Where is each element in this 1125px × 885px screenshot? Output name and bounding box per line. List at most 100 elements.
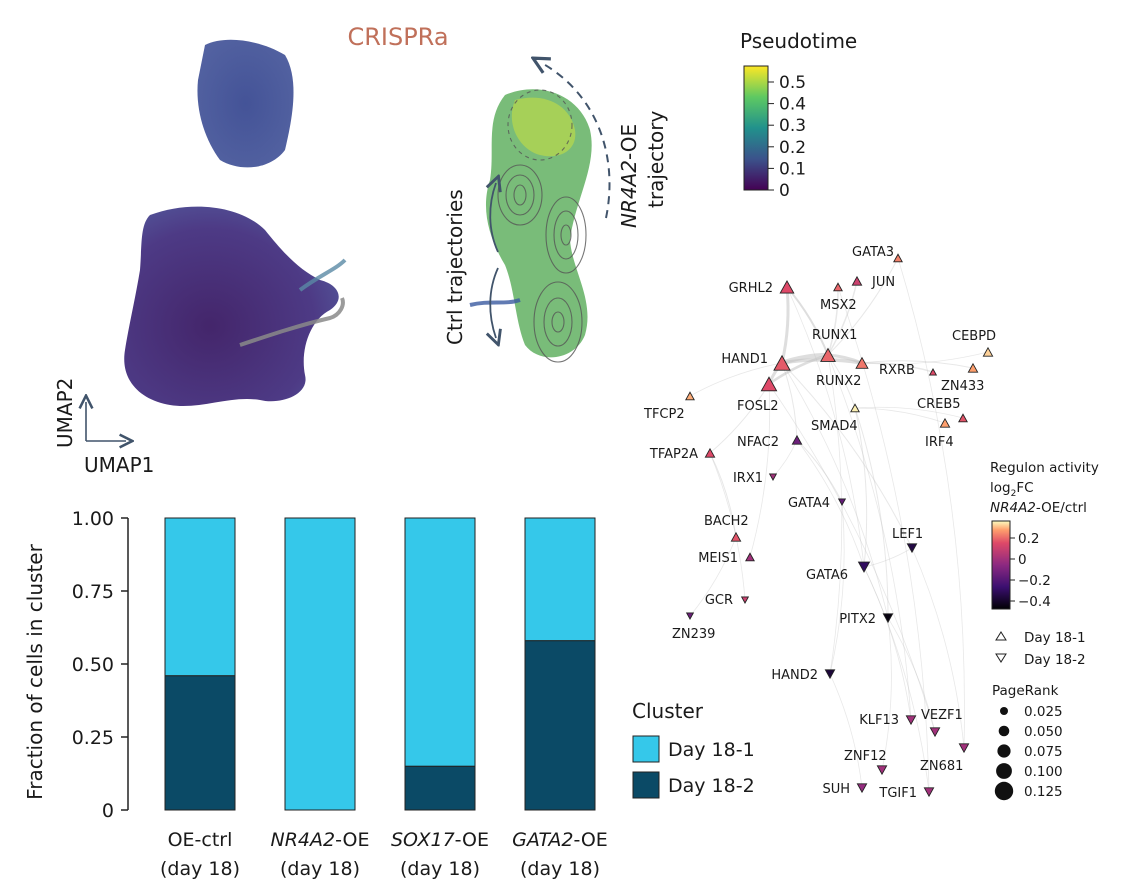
node-label-suh: SUH	[822, 782, 850, 797]
network-edge	[827, 354, 843, 675]
bar-y-tick-label: 0.50	[72, 654, 114, 676]
node-irx1	[768, 473, 778, 481]
node-label-hand2: HAND2	[771, 668, 818, 683]
node-zn433	[967, 362, 979, 373]
shape-label-day18-2: Day 18-2	[1024, 652, 1086, 668]
shape-down-icon	[995, 653, 1007, 663]
regulon-tick-label: −0.4	[1018, 594, 1051, 610]
network-edge	[749, 383, 771, 558]
network-edge	[881, 617, 892, 771]
node-label-zn239: ZN239	[672, 627, 715, 642]
network-edge	[861, 360, 974, 369]
trajectory-panel: Ctrl trajectories NR4A2-OE trajectory	[443, 62, 668, 363]
node-hand2	[824, 669, 836, 680]
node-zn681	[958, 743, 970, 754]
node-label-smad4: SMAD4	[811, 419, 858, 434]
trajectory-cells-bright	[511, 97, 576, 157]
network-edge	[827, 354, 912, 721]
node-tfcp2	[685, 391, 695, 401]
pseudotime-tick-label: 0.4	[779, 95, 806, 115]
pseudotime-title: Pseudotime	[740, 29, 857, 53]
umap-panel: CRISPRa UMAP1 UMAP2	[53, 23, 449, 477]
bar-day-18-1	[524, 517, 596, 642]
ctrl-arrow-down	[490, 267, 498, 338]
cluster-legend-title: Cluster	[632, 699, 704, 723]
node-label-meis1: MEIS1	[698, 551, 738, 566]
bar-x-label: GATA2-OE	[512, 829, 608, 851]
node-runx2	[855, 356, 869, 369]
oe-trajectory-label-2: trajectory	[644, 111, 668, 208]
node-label-gata6: GATA6	[806, 568, 848, 583]
bar-day-18-1	[284, 517, 356, 811]
node-hand1	[773, 354, 791, 371]
node-label-creb5: CREB5	[917, 397, 961, 412]
node-grhl2	[779, 279, 795, 294]
node-fosl2	[760, 376, 778, 392]
pseudotime-legend: Pseudotime 0.50.40.30.20.10	[740, 29, 857, 201]
pseudotime-ticks: 0.50.40.30.20.10	[768, 73, 806, 201]
network-edge	[863, 566, 930, 793]
bar-day-18-2	[404, 765, 476, 811]
network-edge	[863, 547, 913, 568]
pagerank-label: 0.100	[1024, 764, 1063, 780]
bars	[164, 517, 596, 811]
node-label-tgif1: TGIF1	[878, 786, 917, 801]
network-edge	[709, 452, 737, 538]
node-label-znf12: ZNF12	[844, 749, 887, 764]
pagerank-dot	[998, 725, 1010, 737]
network-edge	[829, 673, 863, 789]
node-msx2	[833, 282, 843, 292]
bar-day-18-2	[164, 675, 236, 811]
legend-label-day18-1: Day 18-1	[668, 739, 755, 761]
umap-main-cluster	[124, 206, 339, 407]
network-edge	[854, 407, 889, 619]
bar-y-tick-label: 0.25	[72, 727, 114, 749]
regulon-tick-label: 0.2	[1018, 531, 1039, 547]
pseudotime-tick-label: 0.2	[779, 138, 806, 158]
pagerank-label: 0.050	[1024, 724, 1063, 740]
network-edge	[897, 257, 965, 749]
legend-swatch-day18-2	[632, 771, 660, 799]
bar-day-18-1	[404, 517, 476, 767]
ctrl-trajectory-label: Ctrl trajectories	[443, 189, 467, 345]
pseudotime-tick-label: 0.5	[779, 73, 806, 93]
pseudotime-tick-label: 0	[779, 181, 790, 201]
node-cebpd	[982, 346, 994, 357]
network-edge	[829, 501, 845, 675]
shape-label-day18-1: Day 18-1	[1024, 630, 1086, 646]
pagerank-label: 0.125	[1024, 784, 1063, 800]
node-label-pitx2: PITX2	[839, 612, 876, 627]
node-lef1	[906, 543, 918, 554]
pagerank-label: 0.075	[1024, 744, 1063, 760]
pseudotime-colorbar	[743, 65, 769, 191]
node-zn239	[685, 612, 695, 620]
trajectory-tail	[469, 298, 521, 307]
network-edge	[827, 257, 899, 356]
umap-xlabel: UMAP1	[84, 453, 154, 477]
bar-x-label-day: (day 18)	[520, 858, 600, 880]
network-edge	[827, 280, 858, 356]
node-vezf1	[929, 727, 941, 738]
network-edge	[887, 617, 936, 733]
regulon-network: GATA3 JUN GRHL2 MSX2 RUNX1 HAND1 RUNX2 RXRB CEBP…	[643, 245, 996, 801]
pagerank-title: PageRank	[992, 683, 1059, 699]
network-edge	[863, 566, 912, 721]
pagerank-dot	[996, 763, 1012, 779]
pagerank-dot	[994, 781, 1014, 801]
node-label-cebpd: CEBPD	[952, 329, 996, 344]
umap-gray-branch	[239, 297, 345, 347]
network-edge	[689, 362, 783, 397]
umap-title: CRISPRa	[347, 23, 448, 51]
ctrl-arrow-up	[490, 183, 498, 253]
regulon-ticks: 0.2 0 −0.2 −0.4	[1010, 531, 1051, 610]
node-runx1	[820, 347, 836, 362]
node-gcr	[740, 596, 750, 604]
umap-branch	[298, 258, 347, 292]
network-edge	[861, 351, 989, 365]
bar-x-labels: OE-ctrl (day 18) NR4A2-OE (day 18) SOX17-OE (…	[160, 829, 608, 880]
pagerank-dot	[997, 744, 1011, 758]
node-gata3	[893, 253, 903, 263]
pseudotime-tick-label: 0.1	[779, 159, 806, 179]
network-edge	[780, 286, 790, 364]
